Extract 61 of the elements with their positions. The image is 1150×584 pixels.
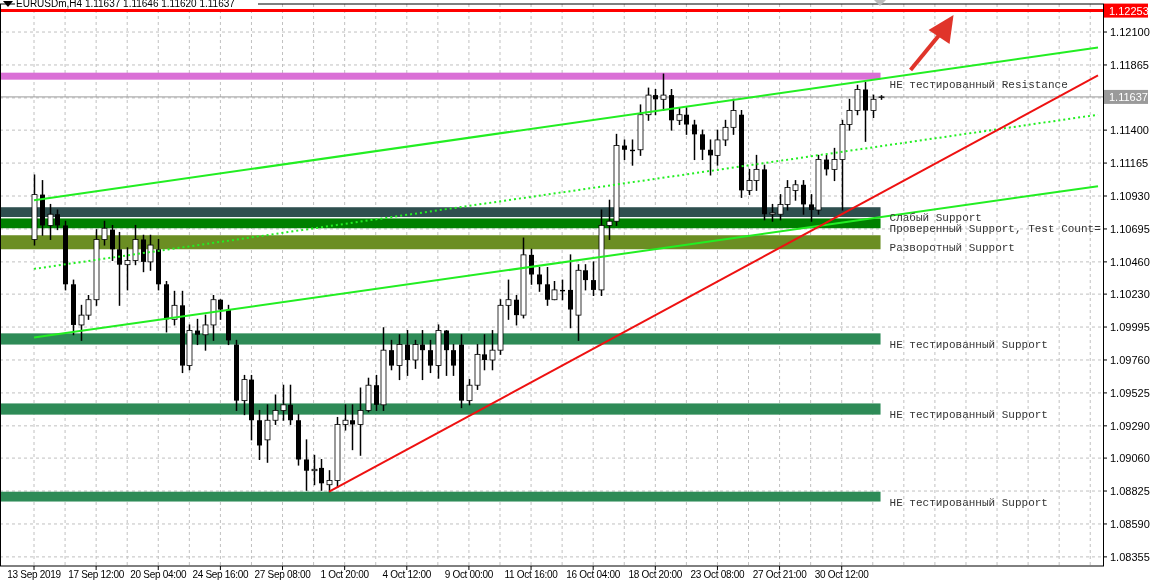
y-tick-label: 1.09760 [1110,353,1150,366]
candlestick [451,343,456,377]
x-tick-label: 24 Sep 16:00 [192,569,250,580]
band-label: Слабый Support [889,212,982,225]
candlestick [428,339,433,374]
candlestick [591,260,596,297]
candlestick [117,231,122,307]
y-tick-label: 1.10930 [1110,190,1150,202]
ref-line-label: 1.11637 [1109,90,1148,103]
candlestick [537,266,542,293]
candlestick [824,154,829,177]
y-tick-label: 1.08355 [1110,550,1150,563]
x-tick-label: 20 Sep 04:00 [130,569,187,580]
candlestick [304,438,309,492]
y-tick-label: 1.09995 [1110,321,1150,334]
y-tick-label: 1.10695 [1110,222,1150,235]
candlestick [405,329,410,377]
x-tick-label: 16 Oct 04:00 [566,569,621,580]
candlestick [568,253,573,329]
y-tick-label: 1.11400 [1110,124,1149,137]
band-label: НЕ тестированный Support [889,409,1048,422]
candlestick [801,179,806,216]
x-tick-label: 4 Oct 12:00 [382,569,432,580]
candlestick [396,333,403,381]
band-label: НЕ тестированный Support [889,338,1048,351]
x-tick-label: 23 Oct 08:00 [690,569,746,580]
band-label: НЕ тестированный Resistance [889,79,1068,92]
y-tick-label: 1.09290 [1110,419,1150,432]
ref-line-label: 1.12253 [1109,4,1149,17]
candlestick [700,128,705,161]
y-tick-label: 1.09525 [1110,386,1150,399]
x-tick-label: 9 Oct 00:00 [444,569,494,580]
y-tick-label: 1.11865 [1110,58,1149,71]
x-tick-label: 11 Oct 16:00 [504,569,559,580]
x-tick-label: 17 Sep 12:00 [68,569,125,580]
x-tick-label: 27 Sep 08:00 [254,569,312,580]
candlestick [389,339,394,372]
candlestick [110,224,115,262]
chart-title: EURUSDm,H4 1.11637 1.11646 1.11620 1.11637 [16,0,236,9]
y-tick-label: 1.10460 [1110,255,1150,268]
band-label: Проверенный Support, Test Count= [889,223,1101,236]
x-tick-label: 30 Oct 12:00 [814,569,870,580]
candlestick [692,119,697,161]
x-tick-label: 1 Oct 20:00 [320,569,370,580]
y-tick-label: 1.12100 [1110,26,1150,39]
candlestick [195,318,200,346]
band-label: Разворотный Support [889,242,1015,255]
x-tick-label: 27 Oct 21:00 [752,569,808,580]
x-tick-label: 18 Oct 20:00 [628,569,683,580]
y-tick-label: 1.11165 [1110,157,1149,170]
y-tick-label: 1.08590 [1110,517,1150,530]
y-tick-label: 1.08825 [1110,485,1150,498]
candlestick [660,72,667,112]
band-label: НЕ тестированный Support [889,496,1048,509]
x-tick-label: 13 Sep 2019 [7,569,62,580]
y-tick-label: 1.10230 [1110,288,1150,301]
candlestick [444,329,449,377]
y-tick-label: 1.09060 [1110,452,1150,465]
candlestick [622,138,627,161]
candlestick [863,81,868,143]
candlestick [870,93,877,119]
